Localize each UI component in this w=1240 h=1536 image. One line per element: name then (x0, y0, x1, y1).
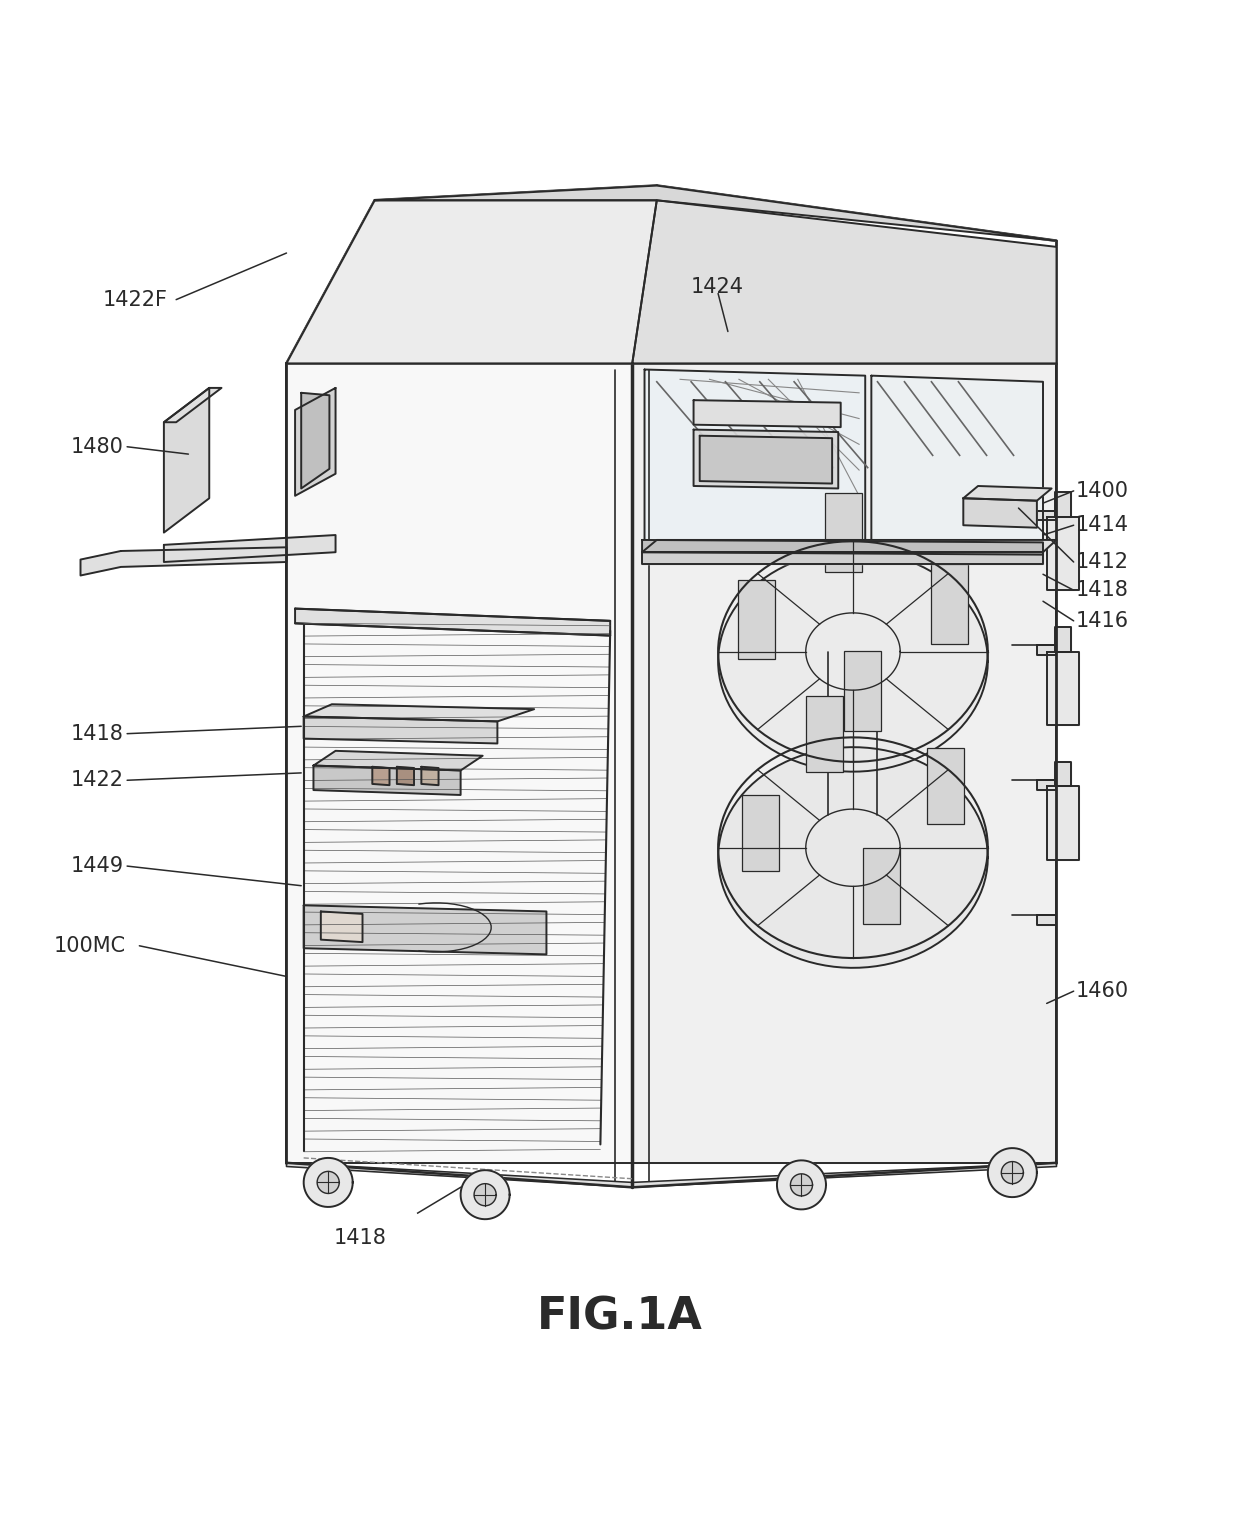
Text: 1460: 1460 (1076, 982, 1130, 1001)
Polygon shape (645, 370, 866, 553)
FancyBboxPatch shape (806, 696, 843, 771)
Polygon shape (295, 389, 336, 496)
Polygon shape (1037, 780, 1056, 790)
Text: 1400: 1400 (1076, 481, 1130, 501)
Polygon shape (1037, 915, 1056, 925)
Text: 100MC: 100MC (53, 935, 125, 955)
Polygon shape (460, 1170, 510, 1220)
Polygon shape (1037, 510, 1056, 521)
FancyBboxPatch shape (863, 848, 900, 923)
Polygon shape (397, 766, 414, 785)
Polygon shape (286, 364, 632, 1163)
Polygon shape (286, 1163, 632, 1187)
Polygon shape (632, 200, 1056, 364)
Polygon shape (718, 551, 988, 771)
Polygon shape (988, 1147, 1037, 1197)
Polygon shape (286, 200, 657, 364)
Polygon shape (1055, 492, 1070, 516)
Text: 1418: 1418 (1076, 581, 1128, 601)
Polygon shape (872, 376, 1043, 553)
Polygon shape (790, 1174, 812, 1197)
Polygon shape (1047, 516, 1079, 590)
Polygon shape (642, 553, 1043, 564)
Text: 1449: 1449 (71, 856, 124, 876)
Polygon shape (314, 751, 482, 771)
Text: 1416: 1416 (1076, 611, 1130, 631)
Polygon shape (81, 547, 286, 576)
Polygon shape (295, 608, 610, 636)
Text: 1422F: 1422F (103, 290, 167, 310)
Polygon shape (317, 1172, 340, 1193)
Text: 1418: 1418 (334, 1227, 387, 1247)
Polygon shape (301, 393, 330, 488)
Polygon shape (1055, 627, 1070, 651)
Polygon shape (1055, 762, 1070, 786)
FancyBboxPatch shape (844, 651, 882, 731)
Text: 1414: 1414 (1076, 515, 1130, 535)
Polygon shape (422, 766, 439, 785)
Text: 1422: 1422 (71, 770, 124, 790)
Polygon shape (1047, 651, 1079, 725)
Polygon shape (304, 703, 534, 722)
Polygon shape (642, 541, 1056, 553)
Polygon shape (1037, 645, 1056, 656)
Polygon shape (963, 485, 1052, 501)
Polygon shape (963, 498, 1037, 528)
Polygon shape (314, 765, 460, 796)
Polygon shape (693, 401, 841, 427)
Polygon shape (304, 905, 547, 954)
Polygon shape (693, 430, 838, 488)
Polygon shape (1002, 1161, 1023, 1184)
Text: 1418: 1418 (71, 723, 124, 743)
Polygon shape (374, 186, 1056, 241)
Polygon shape (777, 1160, 826, 1209)
Polygon shape (632, 1163, 1056, 1187)
Polygon shape (632, 364, 1056, 1163)
FancyBboxPatch shape (738, 579, 775, 659)
Text: 1480: 1480 (71, 436, 124, 456)
Polygon shape (699, 436, 832, 484)
Polygon shape (474, 1184, 496, 1206)
Polygon shape (718, 746, 988, 968)
Polygon shape (1047, 786, 1079, 860)
FancyBboxPatch shape (928, 748, 965, 825)
Polygon shape (372, 766, 389, 785)
Polygon shape (304, 1158, 352, 1207)
Polygon shape (164, 535, 336, 562)
Text: 1424: 1424 (691, 278, 744, 298)
Polygon shape (164, 389, 222, 422)
FancyBboxPatch shape (931, 564, 968, 644)
Text: FIG.1A: FIG.1A (537, 1296, 703, 1339)
Polygon shape (642, 541, 1043, 554)
FancyBboxPatch shape (742, 796, 779, 871)
Polygon shape (304, 716, 497, 743)
Polygon shape (164, 389, 210, 533)
Text: 1412: 1412 (1076, 551, 1130, 571)
FancyBboxPatch shape (825, 493, 862, 573)
Polygon shape (321, 911, 362, 942)
